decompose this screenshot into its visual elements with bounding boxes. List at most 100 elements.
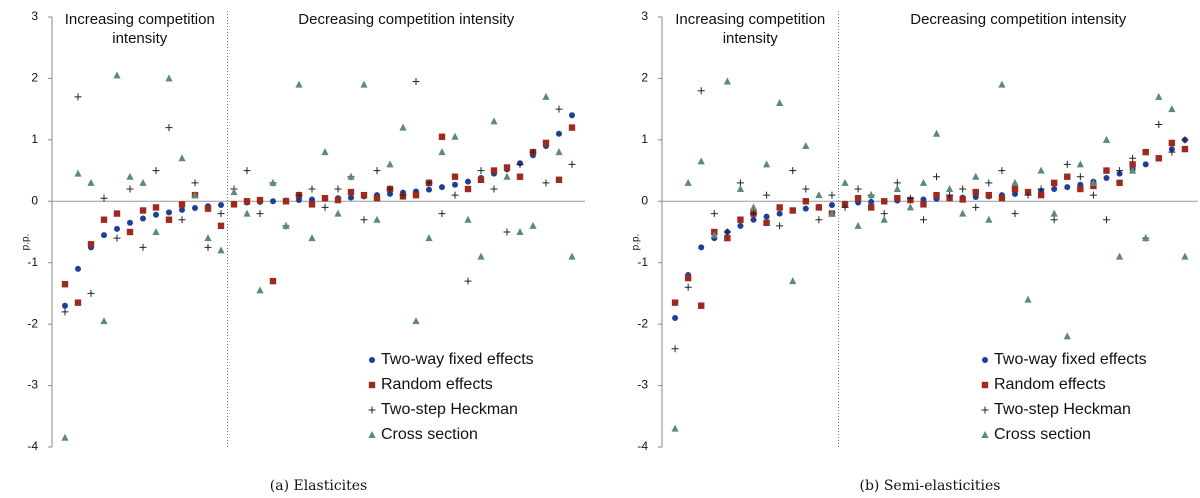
- point: [308, 201, 316, 208]
- point: [1037, 191, 1045, 199]
- point: [516, 160, 524, 168]
- point: [139, 178, 147, 186]
- point: [477, 167, 485, 175]
- point: [985, 179, 993, 187]
- point: [1115, 252, 1124, 260]
- point: [906, 203, 914, 211]
- point: [776, 210, 783, 217]
- point: [868, 198, 875, 205]
- point: [933, 173, 941, 181]
- point: [360, 191, 368, 199]
- point: [412, 191, 420, 199]
- point: [191, 191, 199, 199]
- point: [217, 210, 225, 218]
- point: [348, 194, 354, 201]
- point: [61, 281, 69, 288]
- point: [828, 209, 836, 217]
- caption: (a) Elasticites: [270, 478, 367, 494]
- point: [1181, 136, 1189, 144]
- point: [529, 148, 537, 156]
- point: [1142, 148, 1149, 156]
- point: [671, 299, 679, 306]
- point: [503, 228, 511, 236]
- point: [684, 283, 692, 291]
- point: [1024, 295, 1032, 303]
- y-tick-label: 2: [31, 71, 38, 85]
- point: [152, 167, 160, 175]
- point: [749, 203, 758, 211]
- point: [906, 194, 914, 202]
- point: [204, 234, 212, 242]
- point: [893, 185, 901, 192]
- point: [477, 176, 485, 183]
- point: [101, 232, 107, 239]
- point: [191, 179, 199, 187]
- point: [178, 201, 186, 208]
- point: [1011, 190, 1018, 197]
- point: [178, 154, 186, 162]
- point: [100, 194, 108, 202]
- point: [439, 184, 445, 191]
- legend-label: Random effects: [994, 376, 1106, 393]
- point: [1011, 185, 1019, 193]
- point: [360, 216, 368, 224]
- y-tick-label: -2: [27, 316, 38, 330]
- point: [828, 201, 835, 208]
- point: [1129, 154, 1137, 162]
- point: [959, 209, 967, 217]
- point: [1076, 173, 1084, 181]
- point: [998, 80, 1006, 88]
- point: [841, 178, 849, 186]
- point: [697, 157, 705, 165]
- point: [981, 406, 989, 414]
- point: [542, 179, 550, 187]
- point: [1064, 173, 1071, 180]
- point: [698, 302, 705, 309]
- point: [568, 252, 576, 260]
- point: [881, 198, 888, 205]
- point: [1129, 161, 1136, 168]
- y-tick-label: 3: [641, 9, 648, 23]
- point: [671, 345, 679, 353]
- point: [946, 185, 954, 192]
- point: [452, 181, 458, 188]
- point: [438, 148, 446, 156]
- point: [282, 221, 290, 229]
- point: [880, 215, 888, 223]
- point: [1064, 184, 1071, 191]
- y-tick-label: 2: [641, 71, 648, 85]
- legend-label: Cross section: [994, 426, 1091, 443]
- point: [309, 196, 315, 203]
- caption: (b) Semi-elasticities: [860, 478, 1001, 494]
- y-tick-label: -4: [27, 439, 38, 453]
- point: [555, 105, 563, 113]
- point: [490, 185, 498, 193]
- point: [369, 357, 375, 363]
- point: [981, 381, 989, 389]
- point: [1102, 135, 1111, 143]
- point: [959, 185, 967, 193]
- annotation: Increasing competition intensity: [64, 11, 215, 47]
- point: [126, 185, 134, 193]
- point: [919, 216, 927, 224]
- y-tick-label: 0: [641, 193, 648, 207]
- point: [516, 228, 524, 235]
- point: [946, 191, 954, 199]
- point: [671, 424, 679, 432]
- point: [569, 112, 575, 119]
- point: [438, 133, 446, 140]
- point: [737, 216, 744, 223]
- point: [74, 299, 82, 306]
- point: [74, 93, 82, 101]
- point: [152, 204, 160, 211]
- annotation: Increasing competition intensity: [675, 11, 826, 47]
- point: [789, 167, 797, 175]
- point: [503, 164, 511, 171]
- point: [100, 317, 108, 325]
- point: [555, 176, 563, 183]
- point: [412, 78, 420, 85]
- point: [750, 210, 758, 218]
- y-tick-label: -1: [27, 255, 38, 269]
- point: [1103, 167, 1110, 174]
- point: [438, 210, 446, 218]
